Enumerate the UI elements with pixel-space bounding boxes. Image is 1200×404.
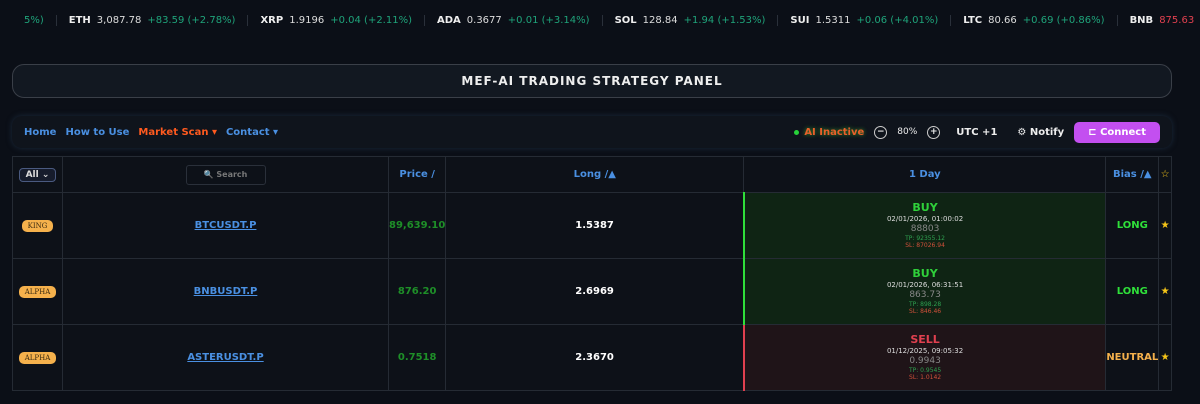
ticker-item[interactable]: LTC 80.66 +0.69 (+0.86%) (951, 14, 1118, 26)
ticker-item[interactable]: XRP 1.9196 +0.04 (+2.11%) (248, 14, 425, 26)
price-ticker: 5%) ETH 3,087.78 +83.59 (+2.78%) XRP 1.9196 +0… (0, 0, 1200, 40)
signal-action: BUY (912, 201, 938, 215)
price: 89,639.10 (387, 192, 447, 259)
page-title: MEF-AI TRADING STRATEGY PANEL (12, 64, 1172, 98)
nav-home[interactable]: Home (24, 126, 57, 138)
signal-time: 01/12/2025, 09:05:32 (886, 346, 964, 355)
ticker-item[interactable]: ADA 0.3677 +0.01 (+3.14%) (425, 14, 603, 26)
bias: LONG (1105, 192, 1160, 259)
long-value: 1.5387 (445, 192, 745, 259)
long-value: 2.6969 (445, 258, 745, 325)
table-row: KING BTCUSDT.P 89,639.10 1.5387 BUY 02/0… (12, 192, 1172, 259)
status-dot-icon (794, 129, 800, 135)
bias: NEUTRAL (1105, 324, 1160, 391)
take-profit: TP: 92355.12 (905, 234, 945, 242)
signal-action: BUY (912, 267, 938, 281)
tier-badge: ALPHA (18, 352, 57, 364)
table-row: ALPHA BNBUSDT.P 876.20 2.6969 BUY 02/01/… (12, 258, 1172, 325)
zoom-out-button[interactable]: − (874, 125, 888, 139)
signal-time: 02/01/2026, 06:31:51 (886, 280, 964, 289)
tier-badge: ALPHA (18, 286, 57, 298)
entry-price: 88803 (910, 223, 940, 234)
header-long[interactable]: Long /▲ (445, 156, 745, 193)
stop-loss: SL: 1.0142 (909, 374, 942, 382)
header-1-day[interactable]: 1 Day (743, 156, 1107, 193)
wallet-icon: ⊏ (1088, 126, 1101, 138)
header-bias[interactable]: Bias /▲ (1105, 156, 1160, 193)
take-profit: TP: 0.9545 (908, 366, 942, 374)
signal-cell: BUY 02/01/2026, 06:31:51 863.73 TP: 898.… (742, 258, 1107, 325)
price: 876.20 (387, 258, 447, 325)
entry-price: 0.9943 (909, 355, 941, 366)
nav-market-scan[interactable]: Market Scan ▾ (138, 126, 217, 138)
signal-cell: SELL 01/12/2025, 09:05:32 0.9943 TP: 0.9… (742, 324, 1107, 391)
ai-status: AI Inactive (794, 127, 864, 138)
signal-cell: BUY 02/01/2026, 01:00:02 88803 TP: 92355… (742, 192, 1107, 259)
filter-select[interactable]: All ⌄ (18, 168, 57, 182)
favorite-star-icon[interactable]: ★ (1158, 192, 1172, 259)
favorite-star-icon[interactable]: ★ (1158, 258, 1172, 325)
ticker-item[interactable]: ETH 3,087.78 +83.59 (+2.78%) (57, 14, 249, 26)
signal-action: SELL (910, 333, 940, 347)
connect-button[interactable]: ⊏ Connect (1074, 121, 1160, 143)
nav-bar: Home How to Use Market Scan ▾ Contact ▾ … (12, 116, 1172, 148)
tier-badge: KING (21, 220, 54, 232)
ticker-item[interactable]: SOL 128.84 +1.94 (+1.53%) (603, 14, 779, 26)
symbol-link[interactable]: ASTERUSDT.P (187, 352, 264, 363)
favorite-star-icon[interactable]: ★ (1158, 324, 1172, 391)
gear-icon: ⚙ (1017, 126, 1030, 138)
search-icon: 🔍 (203, 169, 214, 179)
strategy-table: All ⌄ 🔍 Search Price / Long /▲ 1 Day Bia… (12, 156, 1172, 391)
nav-how-to-use[interactable]: How to Use (65, 126, 130, 138)
entry-price: 863.73 (909, 289, 941, 300)
take-profit: TP: 898.28 (908, 300, 942, 308)
ticker-item[interactable]: SUI 1.5311 +0.06 (+4.01%) (778, 14, 952, 26)
stop-loss: SL: 87026.94 (905, 242, 945, 250)
stop-loss: SL: 846.46 (909, 308, 942, 316)
symbol-link[interactable]: BNBUSDT.P (193, 286, 258, 297)
zoom-level: 80% (897, 127, 918, 137)
signal-time: 02/01/2026, 01:00:02 (886, 214, 964, 223)
timezone[interactable]: UTC +1 (956, 126, 998, 138)
symbol-link[interactable]: BTCUSDT.P (194, 220, 257, 231)
price: 0.7518 (387, 324, 447, 391)
header-favorite-star-icon[interactable]: ☆ (1158, 156, 1172, 193)
bias: LONG (1105, 258, 1160, 325)
table-row: ALPHA ASTERUSDT.P 0.7518 2.3670 SELL 01/… (12, 324, 1172, 391)
header-price[interactable]: Price / (387, 156, 447, 193)
ticker-item[interactable]: 5%) (0, 14, 57, 26)
notify-button[interactable]: ⚙ Notify (1017, 126, 1065, 138)
long-value: 2.3670 (445, 324, 745, 391)
search-input[interactable]: 🔍 Search (185, 164, 266, 185)
nav-contact[interactable]: Contact ▾ (225, 126, 279, 138)
zoom-in-button[interactable]: + (927, 125, 941, 139)
